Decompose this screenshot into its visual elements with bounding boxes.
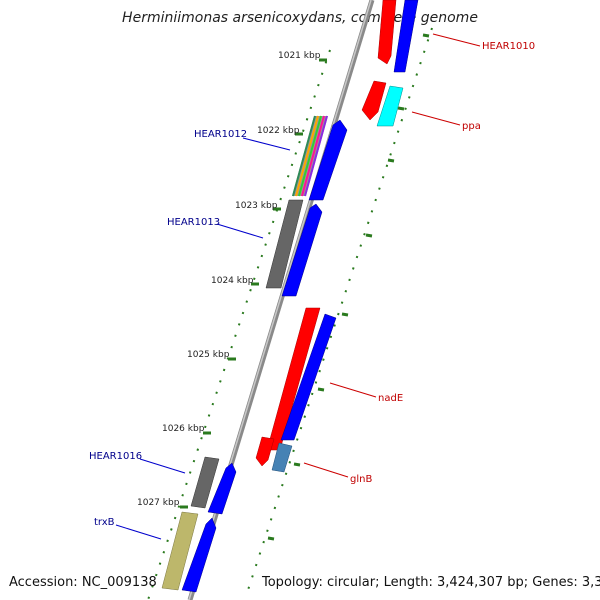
gene-label-glnb[interactable]: glnB: [350, 474, 372, 485]
tick-label-1025: 1025 kbp: [187, 350, 230, 360]
tick-label-1027: 1027 kbp: [137, 498, 180, 508]
left-tick-track: [147, 49, 331, 600]
feature-hear1016-gray[interactable]: [190, 456, 220, 509]
feature-hear1010-blue[interactable]: [393, 0, 419, 73]
major-ticks: [180, 33, 430, 541]
feature-ppa-red[interactable]: [361, 80, 387, 121]
feature-trxb-khaki[interactable]: [161, 511, 199, 591]
gene-label-trxb[interactable]: trxB: [94, 517, 115, 528]
feature-glnb-steel[interactable]: [271, 442, 293, 473]
feature-hear1012-blue[interactable]: [308, 119, 348, 201]
right-tick-track: [247, 27, 433, 591]
gene-label-hear1012[interactable]: HEAR1012: [194, 129, 247, 140]
tick-label-1022: 1022 kbp: [257, 126, 300, 136]
feature-trxb-blue[interactable]: [181, 517, 217, 593]
feature-ppa-cyan[interactable]: [376, 85, 404, 127]
gene-label-hear1016[interactable]: HEAR1016: [89, 451, 142, 462]
gene-label-ppa[interactable]: ppa: [462, 121, 481, 132]
genome-summary-text: Topology: circular; Length: 3,424,307 bp…: [262, 575, 600, 590]
feature-hear1016-blue[interactable]: [207, 462, 237, 515]
tick-label-1024: 1024 kbp: [211, 276, 254, 286]
tick-label-1023: 1023 kbp: [235, 201, 278, 211]
label-leaders: [115, 33, 481, 540]
feature-hear1013-gray[interactable]: [265, 199, 304, 289]
feature-glnb-red[interactable]: [255, 436, 275, 467]
gene-label-nade[interactable]: nadE: [378, 393, 403, 404]
gene-label-hear1013[interactable]: HEAR1013: [167, 217, 220, 228]
accession-text: Accession: NC_009138: [9, 575, 157, 590]
tick-label-1026: 1026 kbp: [162, 424, 205, 434]
feature-nade-blue[interactable]: [280, 313, 337, 441]
tick-label-1021: 1021 kbp: [278, 51, 321, 61]
feature-hear1013-blue[interactable]: [281, 203, 323, 297]
gene-label-hear1010[interactable]: HEAR1010: [482, 41, 535, 52]
feature-hear1012-multicolor[interactable]: [292, 115, 328, 197]
feature-hear1010-red[interactable]: [377, 0, 397, 65]
